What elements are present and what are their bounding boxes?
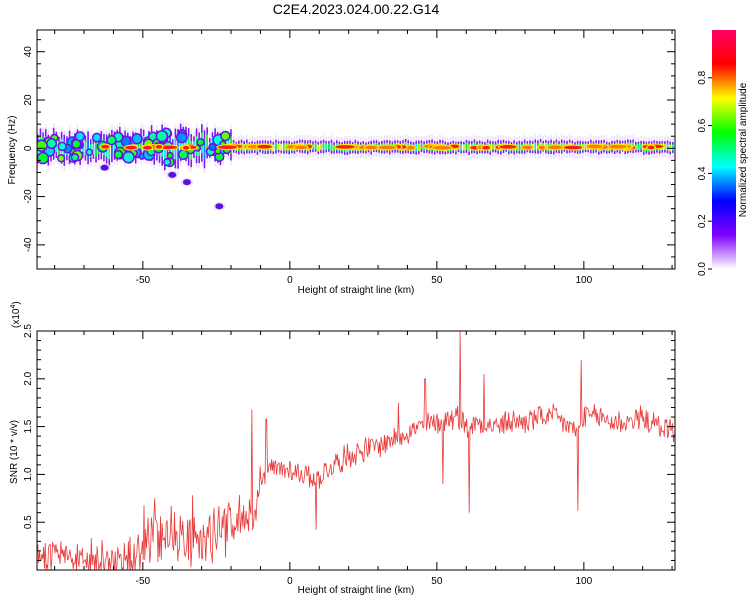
colorbar-ticks: 0.0 0.2 0.4 0.6 0.8 [697, 70, 712, 276]
snr-y-multiplier: (x104) [10, 301, 22, 328]
spectrogram-ytick-label: -20 [23, 189, 34, 204]
snr-ytick-label: 2.5 [23, 324, 34, 338]
snr-xtick-label: 50 [431, 576, 443, 587]
spectrogram-panel: -50 0 50 100 -40 -20 0 20 40 Height of straight … [7, 29, 676, 296]
colorbar-tick-label: 0.0 [697, 262, 708, 276]
snr-ytick-label: 2.0 [23, 371, 34, 385]
snr-xtick-label: 0 [287, 576, 293, 587]
snr-xtick-label: 100 [576, 576, 593, 587]
spectrogram-xtick-label: 0 [287, 275, 293, 286]
colorbar-tick-label: 0.8 [697, 70, 708, 84]
svg-text:(x104): (x104) [10, 301, 22, 328]
spectrogram-xtick-label: -50 [136, 275, 151, 286]
spectrogram-xtick-label: 100 [576, 275, 593, 286]
snr-ytick-label: 0.5 [23, 515, 34, 529]
colorbar: 0.0 0.2 0.4 0.6 0.8 Normalized spectral ampl… [697, 30, 749, 276]
spectrogram-ticks: -50 0 50 100 -40 -20 0 20 40 [23, 30, 675, 286]
colorbar-gradient [712, 30, 736, 269]
snr-ylabel: SNR (10 * v/v) [9, 420, 20, 484]
spectrogram-ytick-label: 20 [23, 94, 34, 106]
snr-multiplier-exponent: 4 [10, 305, 17, 309]
snr-panel: -50 0 50 100 0.5 1.0 1.5 2.0 2.5 Height of strai… [9, 301, 676, 596]
spectrogram-ytick-label: 0 [23, 145, 34, 151]
snr-ytick-label: 1.5 [23, 419, 34, 433]
colorbar-tick-label: 0.2 [697, 214, 708, 228]
snr-ticks: -50 0 50 100 0.5 1.0 1.5 2.0 2.5 [23, 324, 675, 587]
colorbar-label: Normalized spectral amplitude [738, 82, 749, 217]
chart-title: C2E4.2023.024.00.22.G14 [273, 1, 440, 17]
snr-xlabel: Height of straight line (km) [298, 585, 415, 596]
spectrogram-xlabel: Height of straight line (km) [298, 285, 415, 296]
spectrogram-xtick-label: 50 [431, 275, 443, 286]
colorbar-tick-label: 0.4 [697, 166, 708, 180]
spectrogram-ytick-label: 40 [23, 46, 34, 58]
snr-frame [36, 330, 676, 571]
snr-ytick-label: 1.0 [23, 467, 34, 481]
colorbar-tick-label: 0.6 [697, 118, 708, 132]
spectrogram-ylabel: Frequency (Hz) [7, 116, 18, 185]
spectrogram-frame [36, 29, 676, 270]
snr-multiplier-base: (x10 [11, 308, 22, 328]
snr-xtick-label: -50 [136, 576, 151, 587]
snr-series-line [37, 331, 675, 570]
spectrogram-ytick-label: -40 [23, 237, 34, 252]
spectrogram-heatmap [37, 118, 675, 211]
